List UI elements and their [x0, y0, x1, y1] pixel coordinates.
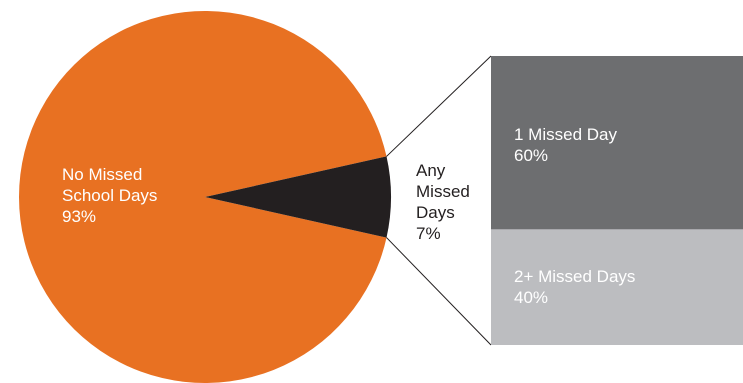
bar-segment-2-missed-days — [491, 229, 743, 345]
pie-label-any-missed-days-line-1: Any — [416, 161, 446, 180]
pie-label-any-missed-days-line-2: Missed — [416, 182, 470, 201]
pie-label-no-missed-school-days-line-3: 93% — [62, 207, 96, 226]
connector-lines — [386, 55, 492, 346]
bar-label-1-missed-day-line-1: 1 Missed Day — [514, 125, 617, 144]
pie-slice-any-missed-days — [205, 156, 392, 238]
bar-label-2-missed-days-line-1: 2+ Missed Days — [514, 267, 635, 286]
pie-slice-no-missed-school-days — [18, 10, 387, 383]
pie-label-any-missed-days-line-3: Days — [416, 203, 455, 222]
connector-line-top — [386, 55, 492, 157]
pie-label-no-missed-school-days-line-1: No Missed — [62, 165, 142, 184]
bar-label-2-missed-days-line-2: 40% — [514, 288, 548, 307]
bar-segment-1-missed-day — [491, 56, 743, 230]
label-group: No Missed School Days 93% Any Missed Days 7% 1 … — [62, 125, 635, 307]
stacked-bar-group — [491, 56, 743, 345]
pie-label-no-missed-school-days-line-2: School Days — [62, 186, 157, 205]
connector-line-bottom — [386, 237, 492, 346]
bar-label-1-missed-day-line-2: 60% — [514, 146, 548, 165]
pie-label-any-missed-days-line-4: 7% — [416, 224, 441, 243]
pie-group — [18, 10, 392, 383]
